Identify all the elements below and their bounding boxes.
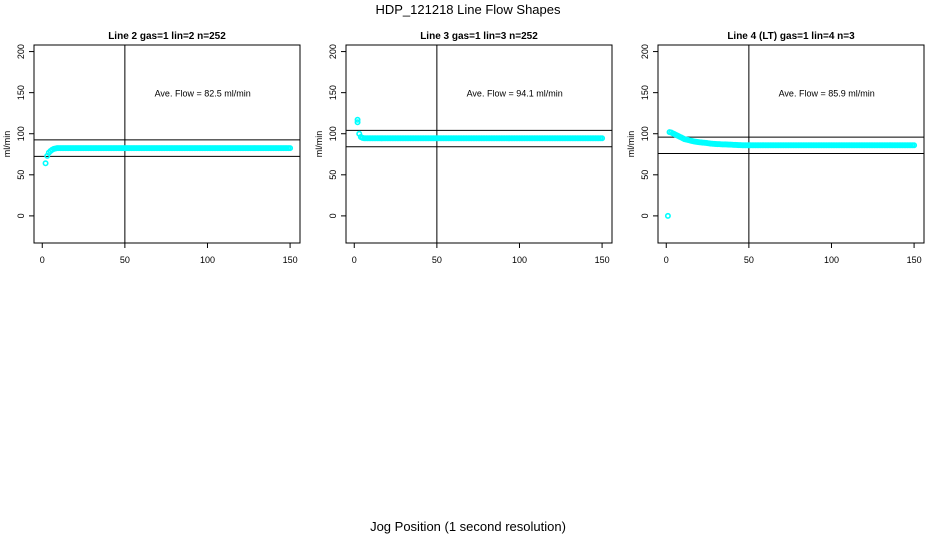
y-tick-label: 0	[640, 213, 650, 218]
average-flow-annotation: Ave. Flow = 82.5 ml/min	[155, 88, 251, 98]
y-tick-label: 0	[328, 213, 338, 218]
plot-frame	[33, 44, 301, 244]
data-point	[911, 142, 918, 149]
x-tick-label: 0	[664, 255, 669, 265]
panel-2: Line 3 gas=1 lin=3 n=252 0 50 100 150 200 0 50 1…	[314, 31, 613, 265]
panel-title: Line 4 (LT) gas=1 lin=4 n=3	[727, 31, 855, 42]
panel-title: Line 3 gas=1 lin=3 n=252	[420, 31, 538, 42]
figure-title: HDP_121218 Line Flow Shapes	[375, 2, 561, 17]
x-tick-label: 50	[744, 255, 754, 265]
data-point	[354, 116, 361, 123]
y-axis-label: ml/min	[2, 131, 12, 158]
y-tick-label: 50	[640, 170, 650, 180]
y-tick-label: 150	[328, 85, 338, 100]
x-tick-label: 0	[40, 255, 45, 265]
y-tick-label: 0	[16, 213, 26, 218]
x-tick-label: 50	[432, 255, 442, 265]
x-axis-caption: Jog Position (1 second resolution)	[370, 519, 566, 534]
y-tick-label: 100	[640, 126, 650, 141]
y-tick-label: 200	[328, 44, 338, 59]
y-tick-label: 50	[328, 170, 338, 180]
data-series	[354, 116, 606, 142]
y-tick-label: 200	[640, 44, 650, 59]
y-tick-label: 200	[16, 44, 26, 59]
x-tick-label: 150	[907, 255, 922, 265]
data-point	[42, 160, 49, 167]
data-series	[42, 145, 294, 167]
y-tick-label: 100	[328, 126, 338, 141]
plot-frame	[657, 44, 925, 244]
x-tick-label: 100	[824, 255, 839, 265]
panel-1: Line 2 gas=1 lin=2 n=252 0 50 100 150 200 0 50 1…	[2, 31, 301, 265]
y-tick-label: 50	[16, 170, 26, 180]
y-axis-label: ml/min	[626, 131, 636, 158]
y-tick-label: 150	[16, 85, 26, 100]
x-tick-label: 0	[352, 255, 357, 265]
y-axis-label: ml/min	[314, 131, 324, 158]
x-tick-label: 150	[595, 255, 610, 265]
average-flow-annotation: Ave. Flow = 94.1 ml/min	[467, 88, 563, 98]
data-point	[287, 145, 294, 152]
panel-3: Line 4 (LT) gas=1 lin=4 n=3 0 50 100 150 200 0…	[626, 31, 925, 265]
data-series	[664, 129, 918, 219]
data-point	[354, 119, 361, 126]
y-tick-label: 150	[640, 85, 650, 100]
x-tick-label: 50	[120, 255, 130, 265]
data-point	[599, 135, 606, 142]
x-tick-label: 150	[283, 255, 298, 265]
panel-title: Line 2 gas=1 lin=2 n=252	[108, 31, 226, 42]
average-flow-annotation: Ave. Flow = 85.9 ml/min	[779, 88, 875, 98]
plot-frame	[345, 44, 613, 244]
x-tick-label: 100	[512, 255, 527, 265]
y-tick-label: 100	[16, 126, 26, 141]
x-tick-label: 100	[200, 255, 215, 265]
data-point	[664, 212, 671, 219]
